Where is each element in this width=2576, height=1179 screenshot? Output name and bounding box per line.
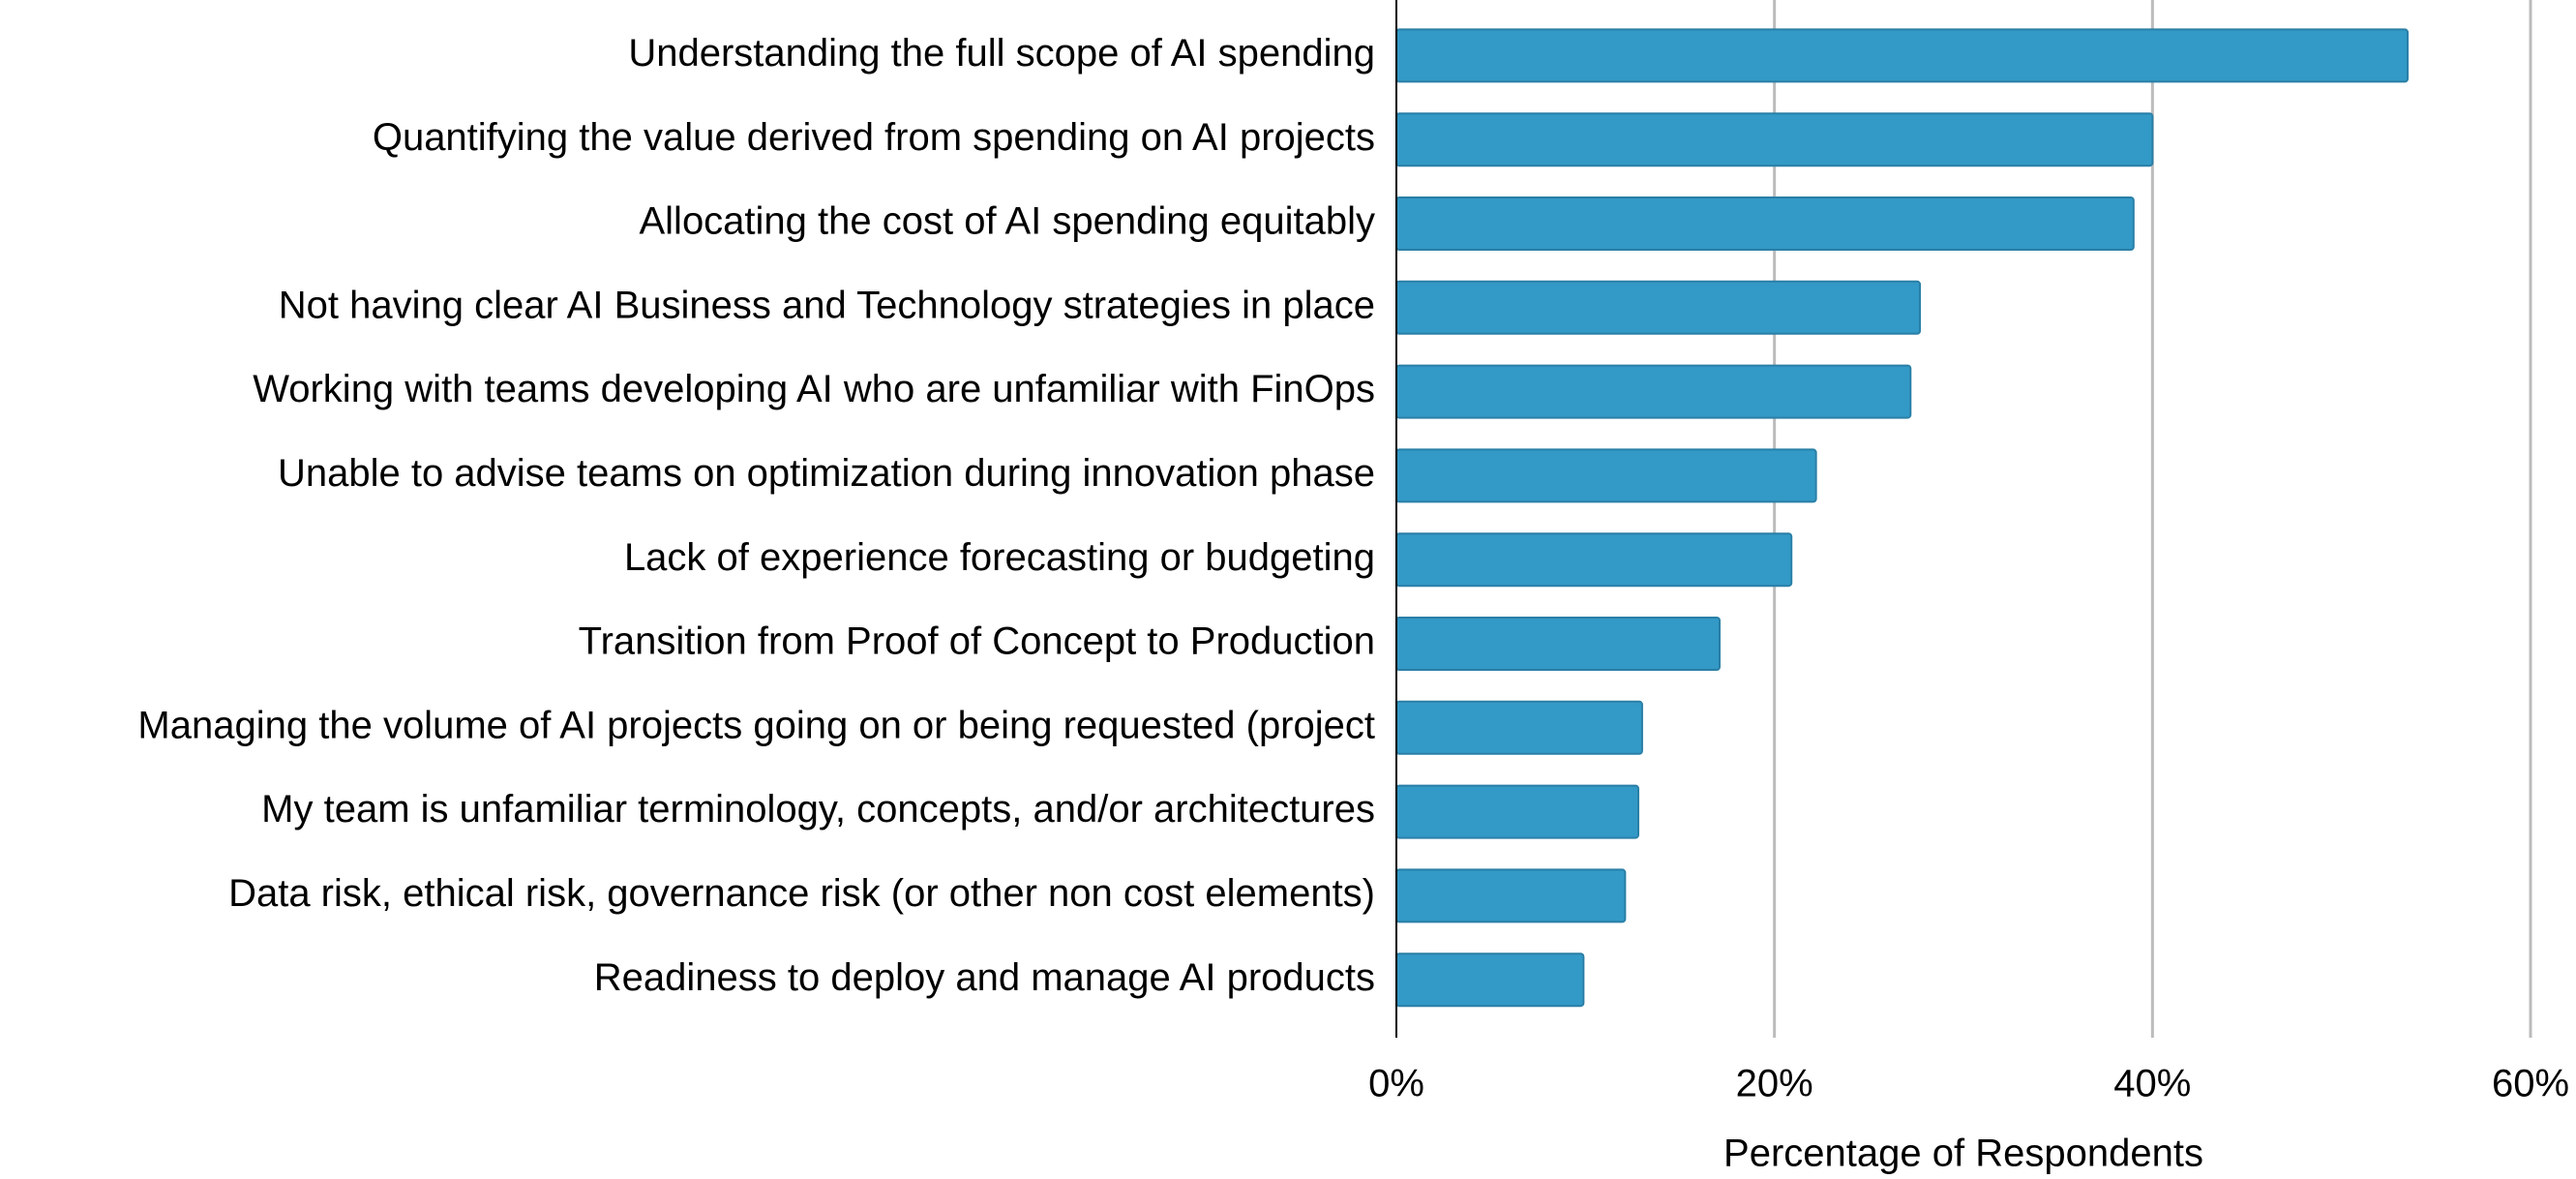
y-tick-label: My team is unfamiliar terminology, conce… (261, 788, 1375, 831)
y-tick-label: Unable to advise teams on optimization d… (278, 452, 1375, 495)
y-tick-label: Working with teams developing AI who are… (253, 368, 1375, 410)
bar (1395, 280, 1922, 335)
bar (1395, 364, 1912, 419)
bar (1395, 196, 2135, 251)
bar (1395, 448, 1817, 503)
y-tick-label: Readiness to deploy and manage AI produc… (594, 956, 1375, 999)
bar (1395, 617, 1722, 671)
y-tick-label: Transition from Proof of Concept to Prod… (579, 620, 1375, 663)
y-tick-label: Not having clear AI Business and Technol… (279, 284, 1375, 326)
y-tick-label: Data risk, ethical risk, governance risk… (228, 872, 1375, 915)
bar (1395, 952, 1585, 1008)
bar (1395, 700, 1643, 755)
x-tick-label: 40% (2113, 1063, 2191, 1105)
x-tick-label: 0% (1368, 1063, 1424, 1105)
bar (1395, 868, 1627, 923)
y-tick-label: Managing the volume of AI projects going… (137, 704, 1375, 746)
y-tick-label: Allocating the cost of AI spending equit… (639, 200, 1375, 243)
bar (1395, 532, 1793, 588)
y-tick-label: Lack of experience forecasting or budget… (624, 536, 1375, 579)
x-tick-label: 60% (2492, 1063, 2569, 1105)
bar (1395, 112, 2154, 167)
bar (1395, 28, 2410, 83)
x-axis-title: Percentage of Respondents (1723, 1133, 2203, 1175)
y-tick-label: Quantifying the value derived from spend… (373, 116, 1375, 159)
bar (1395, 784, 1640, 839)
x-tick-label: 20% (1736, 1063, 1813, 1105)
y-tick-label: Understanding the full scope of AI spend… (628, 32, 1375, 75)
